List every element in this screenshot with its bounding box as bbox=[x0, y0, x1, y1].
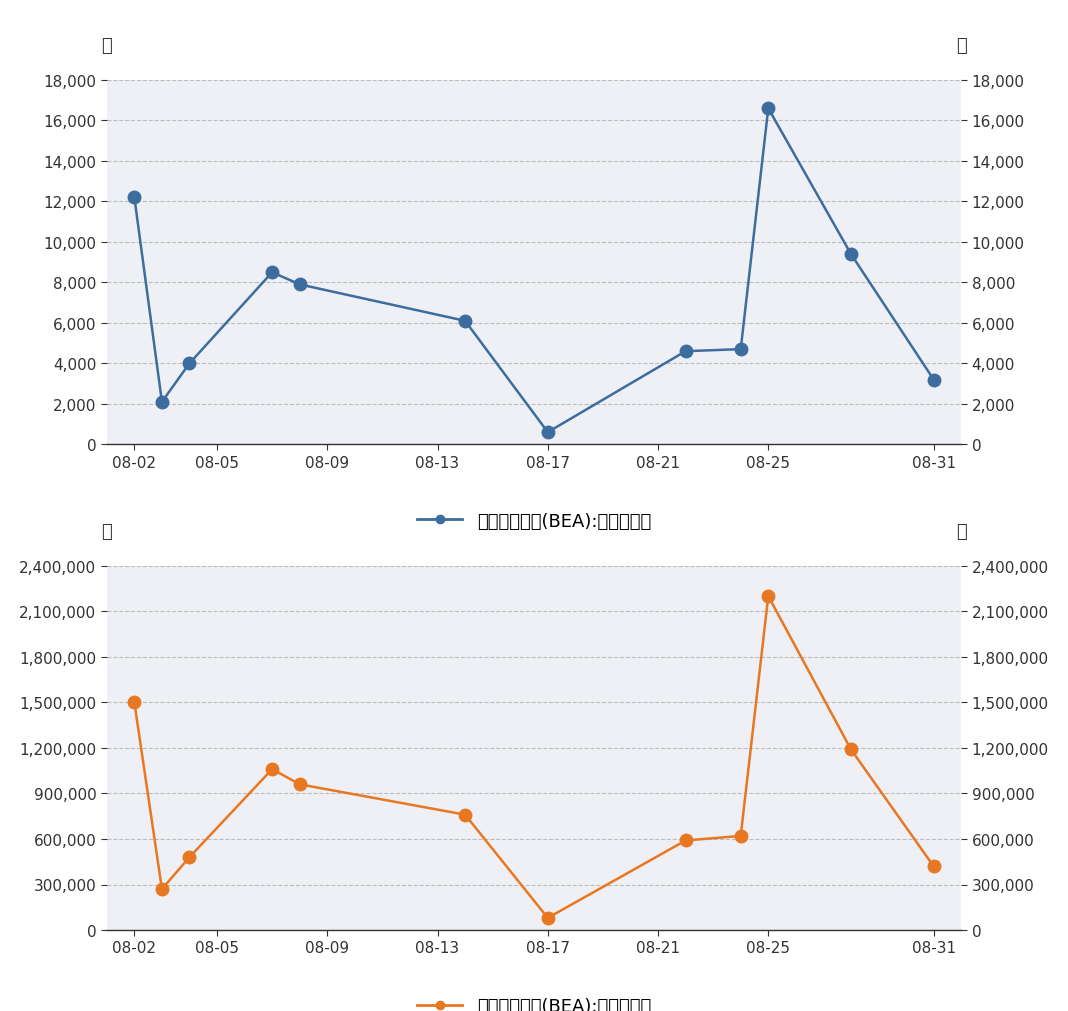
Legend: 北京碳排放权(BEA):当日成交额: 北京碳排放权(BEA):当日成交额 bbox=[410, 990, 658, 1011]
Legend: 北京碳排放权(BEA):当日成交量: 北京碳排放权(BEA):当日成交量 bbox=[410, 504, 658, 537]
Text: 吨: 吨 bbox=[101, 37, 112, 56]
Text: 元: 元 bbox=[956, 523, 967, 541]
Text: 元: 元 bbox=[101, 523, 112, 541]
Text: 吨: 吨 bbox=[956, 37, 967, 56]
